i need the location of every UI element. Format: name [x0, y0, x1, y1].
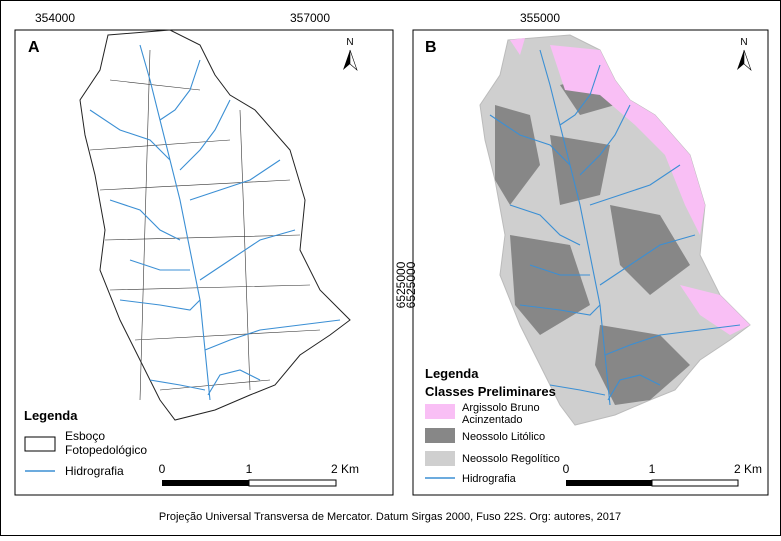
scale-bar: [651, 479, 739, 487]
x-coord: 355000: [520, 11, 560, 25]
legend-title: Legenda: [425, 366, 479, 381]
north-label: N: [346, 37, 353, 48]
legend-subtitle: Classes Preliminares: [425, 384, 556, 399]
legend-label: Hidrografia: [462, 473, 517, 485]
north-arrow: [737, 50, 744, 70]
legend-label: Neossolo Litólico: [462, 431, 545, 443]
north-arrow: [343, 50, 350, 70]
scale-label: 2 Km: [331, 462, 359, 476]
y-coord: 6525000: [404, 261, 418, 308]
legend-title: Legenda: [24, 408, 78, 423]
y-coord: 6525000: [394, 261, 408, 308]
legend-label: Hidrografia: [65, 464, 124, 478]
panel-a: 354000 357000 6525000 A N Legenda Esboço…: [14, 11, 408, 496]
scale-bar: [248, 479, 337, 487]
argissolo-area: [510, 38, 750, 335]
scale-bar: [162, 480, 249, 486]
legend-label: Esboço: [65, 429, 105, 443]
x-coord: 354000: [35, 11, 75, 25]
scale-label: 0: [563, 462, 570, 476]
legend-swatch: [24, 436, 56, 452]
panel-letter: B: [425, 39, 437, 56]
legend-label: Fotopedológico: [65, 443, 147, 457]
panel-b: 355000 6525000 B N Legenda Classes Preli…: [404, 11, 769, 496]
panel-letter: A: [28, 39, 40, 56]
scale-label: 0: [159, 462, 166, 476]
legend-swatch: [425, 428, 455, 443]
legend-swatch: [425, 404, 455, 419]
scale-label: 1: [649, 462, 656, 476]
north-arrow: [743, 49, 752, 71]
scale-label: 1: [246, 462, 253, 476]
litolico-area: [495, 75, 690, 405]
legend-swatch: [425, 451, 455, 466]
legend-label: Neossolo Regolítico: [462, 453, 560, 465]
x-coord: 357000: [290, 11, 330, 25]
north-label: N: [740, 37, 747, 48]
scale-label: 2 Km: [734, 462, 762, 476]
north-arrow: [349, 49, 358, 71]
caption: Projeção Universal Transversa de Mercato…: [159, 511, 621, 523]
legend-label: Acinzentado: [462, 414, 523, 426]
scale-bar: [566, 480, 652, 486]
legend-label: Argissolo Bruno: [462, 402, 540, 414]
